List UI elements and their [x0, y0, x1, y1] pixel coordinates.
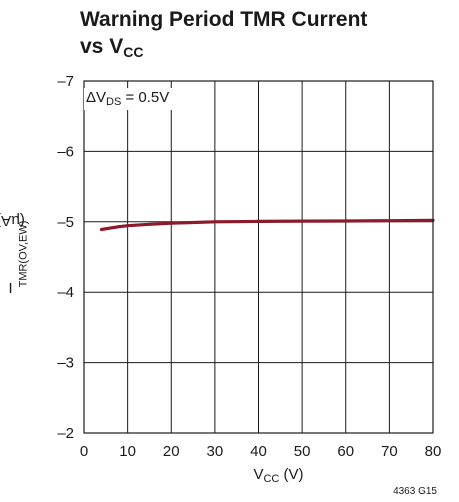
- x-axis-label: VCC (V): [0, 466, 459, 485]
- y-tick-label: –2: [57, 425, 74, 442]
- x-tick-label: 70: [381, 443, 398, 460]
- x-tick-label: 0: [80, 443, 88, 460]
- x-tick-label: 40: [250, 443, 267, 460]
- y-tick-label: –4: [57, 284, 74, 301]
- y-tick-label: –3: [57, 355, 74, 372]
- chart-title-line1: Warning Period TMR Current: [80, 8, 368, 31]
- plot-frame: [83, 80, 434, 434]
- annotation-sub: DS: [106, 96, 122, 108]
- x-axis-label-main: V: [253, 466, 264, 483]
- x-tick-label: 10: [119, 443, 136, 460]
- annotation-tail: = 0.5V: [121, 89, 170, 106]
- x-tick-label: 60: [337, 443, 354, 460]
- y-axis-label-text: I TMR(OV,EW) (µA): [0, 212, 30, 296]
- series-layer: [99, 218, 435, 232]
- x-axis-label-sub: CC: [263, 473, 280, 485]
- y-axis-label-main: I: [8, 278, 13, 296]
- y-tick-label: –5: [57, 214, 74, 231]
- x-axis-label-tail: (V): [279, 466, 304, 483]
- figure-id: 4363 G15: [393, 486, 437, 497]
- series-line: [99, 218, 435, 232]
- y-tick-label: –7: [57, 73, 74, 90]
- x-tick-label: 80: [425, 443, 442, 460]
- x-tick-label: 30: [207, 443, 224, 460]
- x-tick-label: 50: [294, 443, 311, 460]
- grid-layer: [83, 80, 434, 434]
- chart-title-line2: vs VCC: [80, 33, 450, 66]
- y-axis-label-sub: TMR(OV,EW): [17, 220, 30, 288]
- chart-title-line2-sub: CC: [123, 44, 144, 60]
- annotation-prefix: ΔV: [86, 89, 107, 106]
- y-axis-label-tail: (µA): [0, 212, 25, 230]
- chart-title: Warning Period TMR Current vs VCC: [80, 6, 450, 66]
- chart-title-line2-main: vs V: [80, 35, 124, 58]
- y-tick-label: –6: [57, 143, 74, 160]
- condition-annotation: ΔVDS = 0.5V: [84, 88, 173, 110]
- tick-label-layer: 0 10 20 30 40 50 60 70 80 –7 –6 –5 –4 –3 –2: [57, 73, 441, 460]
- x-tick-label: 20: [163, 443, 180, 460]
